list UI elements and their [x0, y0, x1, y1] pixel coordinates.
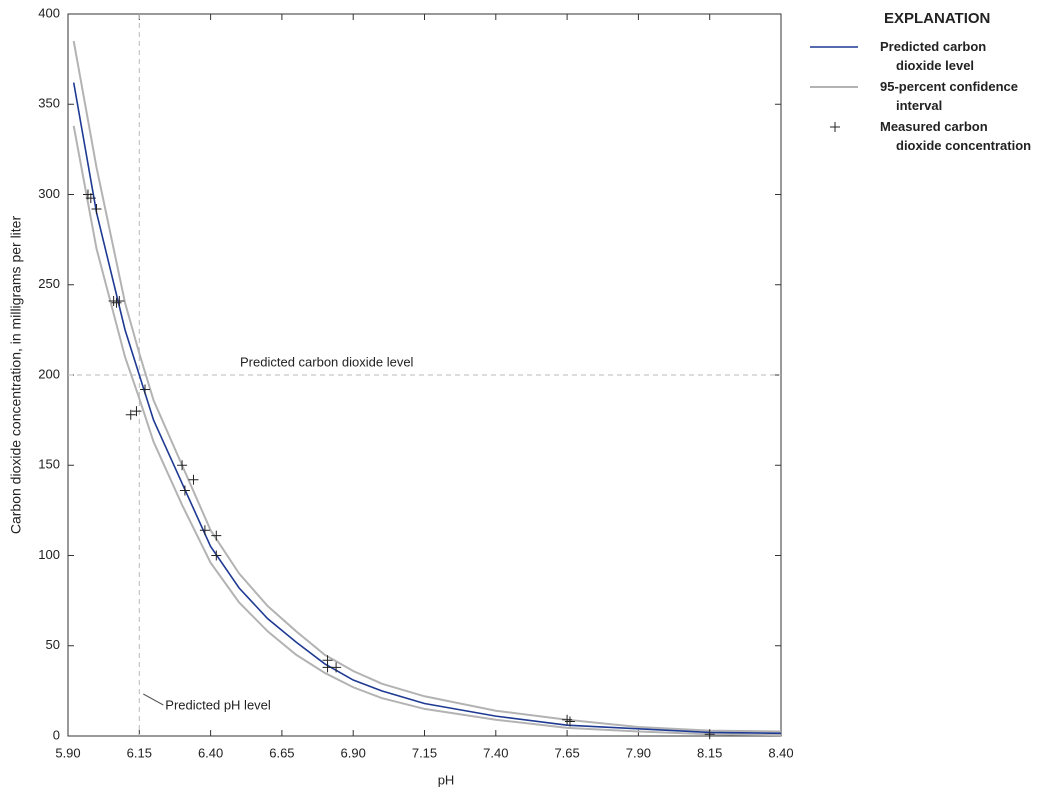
y-tick-label: 400 — [38, 5, 60, 20]
measured-point — [177, 460, 188, 471]
y-tick-label: 350 — [38, 96, 60, 111]
measured-point — [140, 384, 151, 395]
measured-point — [211, 530, 222, 541]
legend-marker — [830, 122, 840, 132]
measured-point — [91, 203, 102, 214]
legend-label: Measured carbon dioxide concentration — [880, 119, 1032, 153]
x-tick-label: 6.90 — [341, 745, 366, 760]
confidence-line — [72, 40, 782, 733]
legend-label: 95-percent confidence interval — [880, 79, 1018, 113]
measured-point — [704, 729, 715, 740]
y-tick-label: 300 — [38, 186, 60, 201]
measured-point — [322, 662, 333, 673]
legend-title: EXPLANATION — [884, 10, 991, 27]
x-tick-label: 6.40 — [198, 745, 223, 760]
legend-swatch — [830, 122, 840, 132]
x-axis-label: pH — [438, 772, 455, 787]
measured-point — [562, 714, 573, 725]
legend-label: Predicted carbon dioxide level — [880, 39, 987, 73]
measured-point — [179, 485, 190, 496]
y-tick-label: 0 — [53, 727, 60, 742]
x-tick-label: 8.40 — [768, 745, 793, 760]
x-tick-label: 7.90 — [626, 745, 651, 760]
legend-entry: Predicted carbon dioxide level — [800, 35, 1050, 75]
y-tick-label: 150 — [38, 457, 60, 472]
measured-point — [131, 406, 142, 417]
measured-point — [331, 662, 342, 673]
y-tick-label: 250 — [38, 276, 60, 291]
leader-line — [143, 693, 164, 706]
measured-point — [564, 716, 575, 727]
legend-swatch — [810, 46, 858, 48]
measured-point — [85, 193, 96, 204]
x-tick-label: 7.40 — [483, 745, 508, 760]
legend-swatch — [810, 86, 858, 88]
y-tick-label: 100 — [38, 547, 60, 562]
y-axis-label: Carbon dioxide concentration, in milligr… — [8, 216, 24, 535]
measured-point — [125, 409, 136, 420]
x-tick-label: 7.15 — [412, 745, 437, 760]
predicted-line — [72, 82, 782, 735]
x-tick-label: 7.65 — [554, 745, 579, 760]
measured-point — [199, 525, 210, 536]
confidence-line — [72, 125, 782, 737]
x-tick-label: 8.15 — [697, 745, 722, 760]
annotation: Predicted pH level — [165, 697, 271, 712]
x-tick-label: 5.90 — [55, 745, 80, 760]
annotation: Predicted carbon dioxide level — [240, 354, 414, 369]
y-tick-label: 200 — [38, 366, 60, 381]
measured-point — [211, 550, 222, 561]
legend-entry: 95-percent confidence interval — [800, 75, 1050, 115]
x-tick-label: 6.15 — [127, 745, 152, 760]
measured-point — [188, 474, 199, 485]
y-tick-label: 50 — [46, 637, 60, 652]
legend-entry: Measured carbon dioxide concentration — [800, 115, 1050, 155]
legend: EXPLANATION Predicted carbon dioxide lev… — [800, 10, 1050, 155]
x-tick-label: 6.65 — [269, 745, 294, 760]
measured-point — [114, 295, 125, 306]
